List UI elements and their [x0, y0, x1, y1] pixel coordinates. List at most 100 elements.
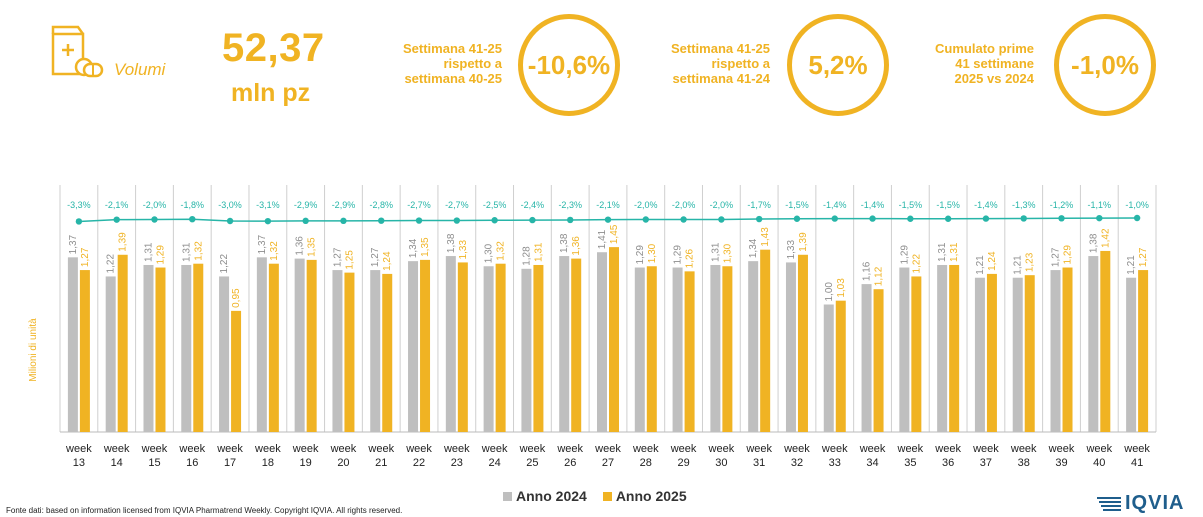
- category-label: week: [783, 443, 810, 455]
- bar-2025: [155, 267, 166, 432]
- category-label: week: [859, 443, 886, 455]
- cumulative-pct-label: -1,5%: [785, 200, 809, 210]
- bar-2024-label: 1,22: [106, 254, 117, 274]
- bar-2024: [408, 261, 419, 432]
- bar-2024-label: 1,27: [332, 247, 343, 267]
- cumulative-pct-label: -1,3%: [1012, 200, 1036, 210]
- legend-swatch-2024: [503, 491, 512, 501]
- bar-2024: [861, 284, 872, 432]
- cumulative-pct-point: [340, 217, 347, 225]
- category-label: 37: [980, 457, 992, 469]
- bar-2025: [911, 276, 922, 432]
- bar-2025: [193, 263, 204, 432]
- bar-2024-label: 1,38: [559, 233, 570, 253]
- cumulative-pct-label: -1,0%: [1125, 200, 1149, 210]
- cumulative-pct-label: -1,4%: [974, 200, 998, 210]
- header-label: Volumi: [114, 60, 166, 79]
- bar-2024-label: 1,33: [786, 240, 797, 260]
- category-label: 23: [451, 457, 463, 469]
- bar-2024: [105, 276, 116, 432]
- bar-2025-label: 1,27: [80, 247, 91, 267]
- cumulative-pct-point: [378, 217, 385, 224]
- cumulative-pct-point: [907, 215, 914, 222]
- category-label: week: [519, 443, 546, 455]
- bar-2024: [1088, 256, 1099, 432]
- cumulative-pct-label: -2,0%: [672, 200, 696, 210]
- bar-2025: [533, 264, 544, 432]
- cumulative-pct-label: -2,9%: [294, 200, 318, 210]
- cumulative-pct-point: [529, 216, 536, 224]
- category-label: 19: [300, 457, 312, 469]
- cumulative-pct-point: [944, 215, 952, 222]
- bar-2024: [937, 264, 948, 432]
- category-label: week: [1123, 443, 1150, 455]
- bar-2025-label: 1,03: [836, 278, 847, 298]
- bar-2025-label: 1,24: [987, 251, 998, 271]
- legend-item-2025: Anno 2025: [602, 488, 687, 504]
- category-label: 22: [413, 457, 425, 469]
- cumulative-pct-point: [226, 217, 234, 225]
- bar-2024: [1126, 277, 1137, 432]
- category-label: 16: [186, 457, 198, 469]
- category-label: 30: [715, 457, 727, 469]
- cumulative-pct-point: [831, 215, 838, 222]
- cumulative-pct-point: [1133, 214, 1141, 222]
- bar-2024-label: 1,31: [143, 242, 154, 262]
- bar-2025-label: 1,32: [496, 241, 507, 261]
- legend-item-2024: Anno 2024: [503, 488, 587, 504]
- bar-2024-label: 1,29: [635, 245, 646, 265]
- category-label: week: [367, 443, 394, 455]
- category-label: 25: [526, 457, 538, 469]
- bar-2024: [521, 268, 532, 432]
- bar-2025: [797, 254, 808, 432]
- category-label: 24: [488, 457, 500, 469]
- category-label: 32: [791, 457, 803, 469]
- bar-2025: [382, 273, 393, 432]
- bar-2025-label: 1,22: [911, 254, 922, 274]
- bar-2024: [256, 257, 267, 432]
- category-label: 17: [224, 457, 236, 469]
- bar-2024-label: 1,21: [975, 255, 986, 275]
- cumulative-pct-point: [264, 217, 272, 225]
- bar-2025: [79, 270, 90, 432]
- cumulative-pct-label: -2,5%: [483, 200, 507, 210]
- bar-2025-label: 1,26: [685, 248, 696, 268]
- category-label: week: [708, 443, 735, 455]
- kpi-1-text: Settimana 41-25 rispetto a settimana 40-25: [403, 41, 502, 86]
- bar-2025: [571, 258, 582, 432]
- bar-2024: [634, 267, 645, 432]
- cumulative-pct-point: [302, 217, 309, 225]
- cumulative-pct-point: [982, 215, 990, 222]
- category-label: 39: [1055, 457, 1067, 469]
- category-label: week: [1010, 443, 1037, 455]
- bar-2025-label: 1,31: [533, 242, 544, 262]
- category-label: week: [481, 443, 508, 455]
- bar-2025-label: 1,12: [874, 266, 885, 286]
- category-label: week: [897, 443, 924, 455]
- bar-2024-label: 1,38: [446, 233, 457, 253]
- cumulative-pct-point: [491, 217, 498, 224]
- bar-2024-label: 1,21: [1013, 255, 1024, 275]
- category-label: 27: [602, 457, 614, 469]
- bar-2025: [117, 254, 128, 432]
- cumulative-pct-point: [718, 216, 725, 223]
- bar-2024-label: 1,36: [295, 236, 306, 256]
- bar-2025-label: 0,95: [231, 288, 242, 308]
- cumulative-pct-label: -1,2%: [1050, 200, 1074, 210]
- category-label: 26: [564, 457, 576, 469]
- cumulative-pct-label: -1,7%: [747, 200, 771, 210]
- bar-2024: [748, 261, 759, 432]
- category-label: 33: [829, 457, 841, 469]
- bar-2025-label: 1,35: [307, 237, 318, 257]
- category-label: 38: [1018, 457, 1030, 469]
- bar-2024: [559, 256, 570, 432]
- bar-2025: [268, 263, 279, 432]
- cumulative-pct-point: [680, 216, 687, 223]
- bar-2025: [495, 263, 506, 432]
- cumulative-pct-point: [151, 216, 158, 223]
- bar-2024: [143, 264, 154, 432]
- cumulative-pct-label: -2,8%: [369, 200, 393, 210]
- category-label: 21: [375, 457, 387, 469]
- cumulative-pct-label: -2,9%: [332, 200, 356, 210]
- cumulative-pct-label: -3,1%: [256, 200, 280, 210]
